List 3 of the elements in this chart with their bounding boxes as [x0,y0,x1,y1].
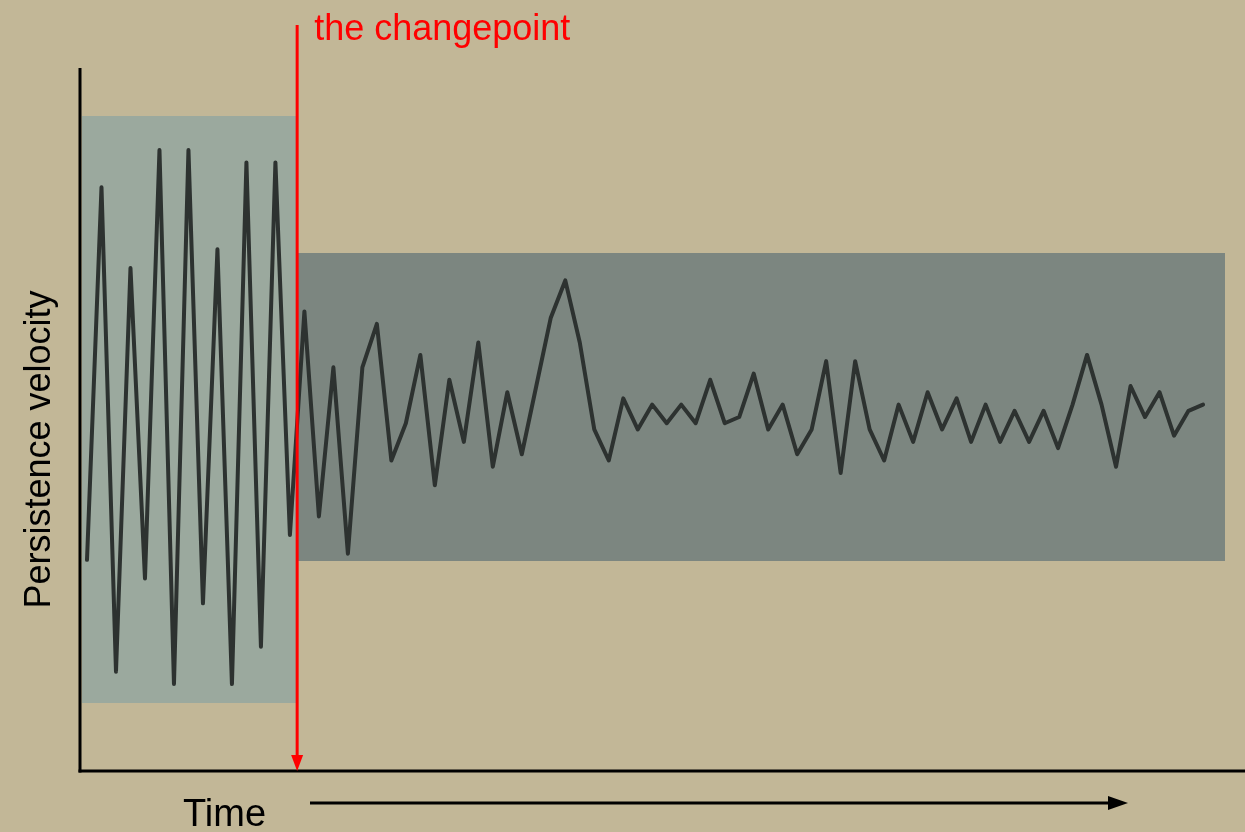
y-axis-title: Persistence velocity [17,290,58,609]
text: the changepoint [314,7,571,48]
x-axis-title: Time [183,792,267,832]
